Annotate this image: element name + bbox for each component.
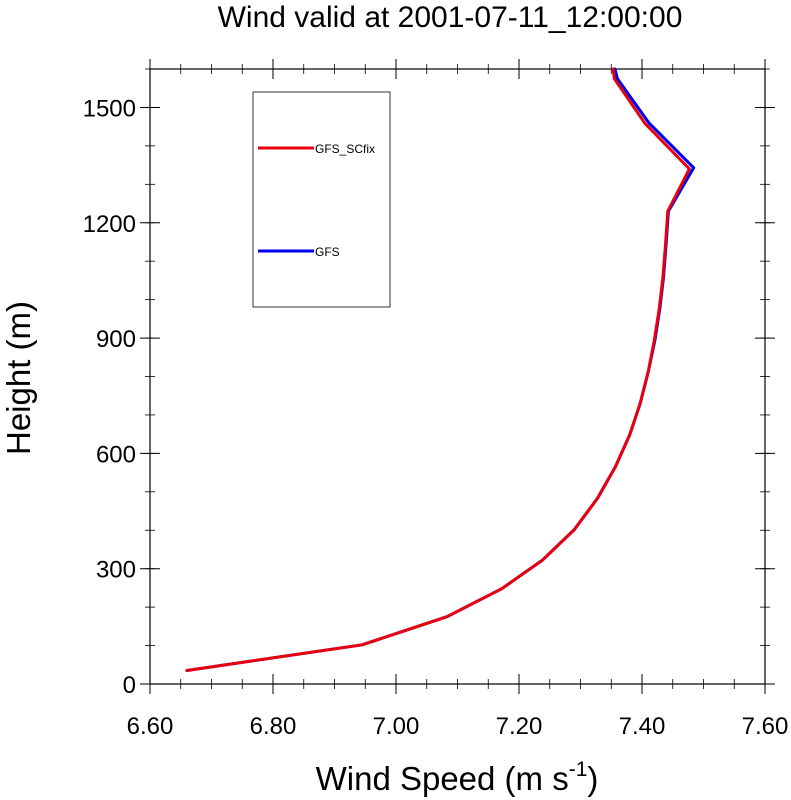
series-line-gfs-scfix (185, 67, 691, 672)
x-axis-tick-labels: 6.60 6.80 7.00 7.20 7.40 7.60 (127, 713, 789, 740)
x-axis-label: Wind Speed (m s-1) (316, 758, 599, 797)
y-tick-label: 0 (123, 672, 136, 699)
x-axis-label-superscript: -1 (569, 758, 588, 781)
y-tick-label: 900 (96, 326, 136, 353)
y-axis-tick-labels: 0 300 600 900 1200 1500 (83, 95, 136, 699)
legend: GFS_SCfix GFS (252, 91, 391, 308)
y-tick-label: 600 (96, 441, 136, 468)
y-tick-label: 300 (96, 557, 136, 584)
x-tick-label: 7.60 (742, 713, 789, 740)
x-tick-label: 6.60 (127, 713, 174, 740)
legend-label-gfs: GFS (315, 245, 340, 259)
legend-box (252, 91, 391, 308)
chart-title: Wind valid at 2001-07-11_12:00:00 (218, 1, 683, 34)
axis-ticks (140, 59, 775, 694)
x-tick-label: 7.20 (496, 713, 543, 740)
x-tick-label: 7.40 (619, 713, 666, 740)
x-tick-label: 6.80 (250, 713, 297, 740)
series-lines (185, 67, 696, 672)
y-tick-label: 1200 (83, 211, 136, 238)
y-axis-label: Height (m) (0, 301, 37, 455)
x-axis-label-main: Wind Speed (m s (316, 760, 569, 797)
plot-area (140, 59, 775, 694)
legend-label-gfs-scfix: GFS_SCfix (315, 142, 375, 156)
x-tick-label: 7.00 (373, 713, 420, 740)
y-tick-label: 1500 (83, 95, 136, 122)
plot-frame (149, 68, 766, 685)
x-axis-label-close: ) (587, 760, 598, 797)
